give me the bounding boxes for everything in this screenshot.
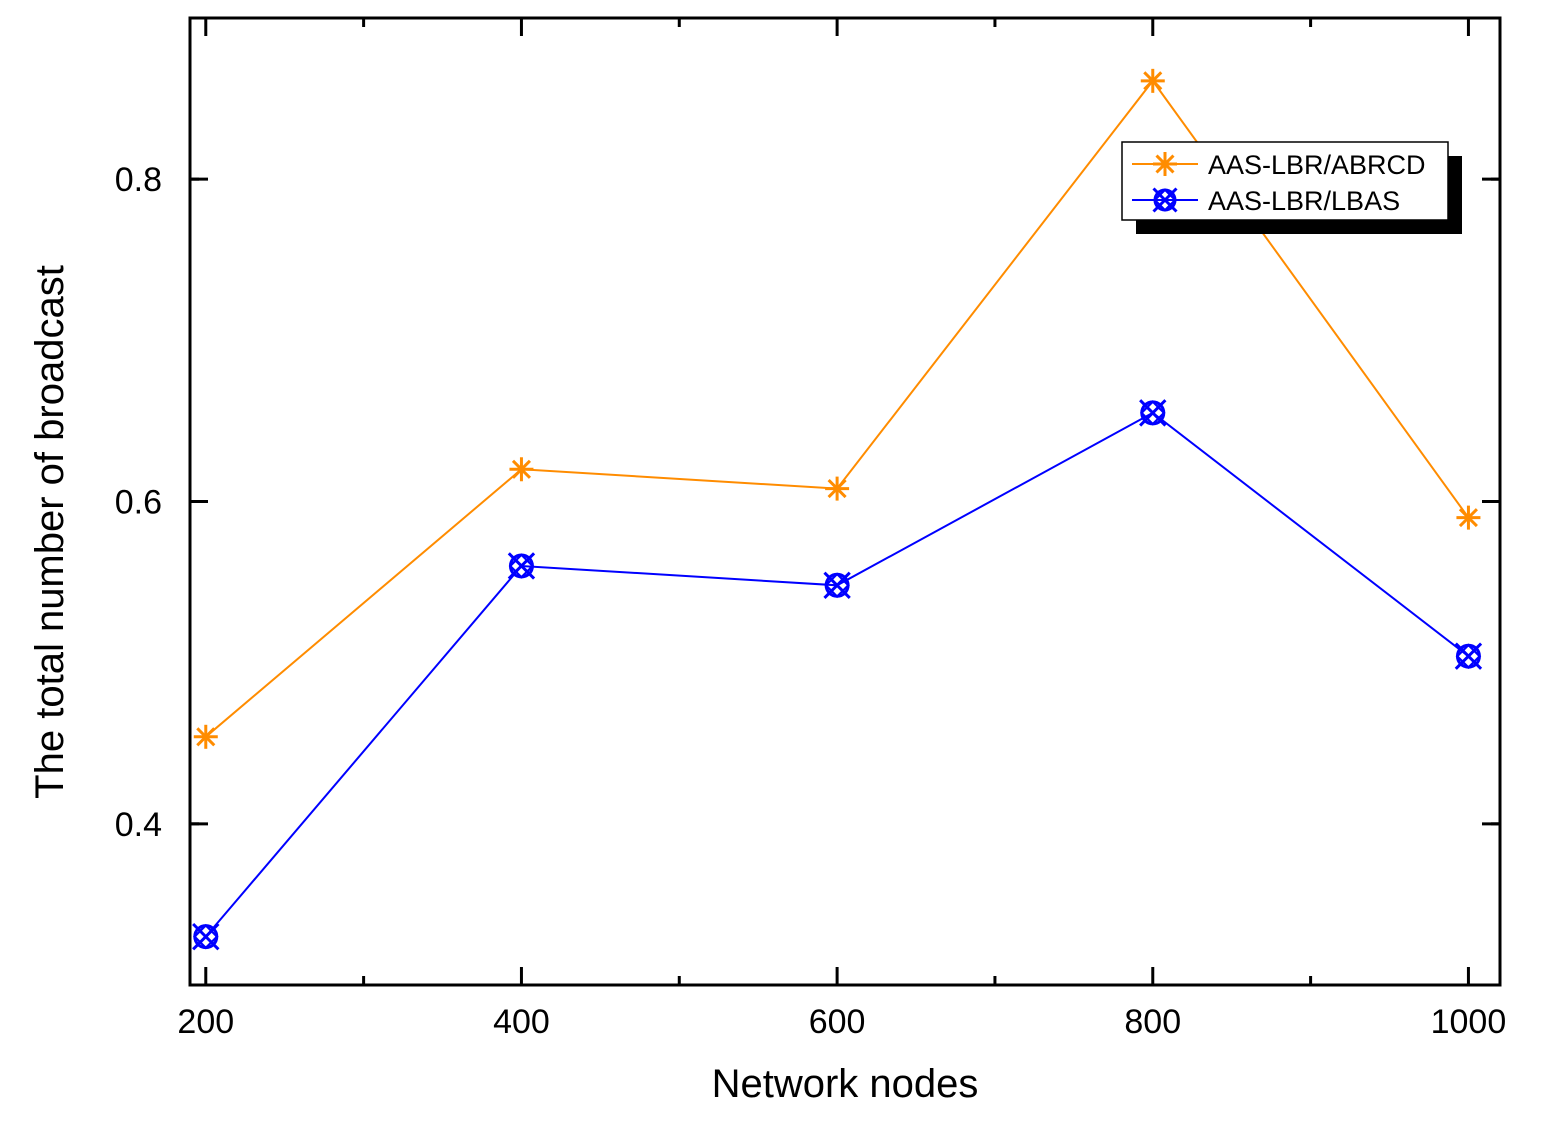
marker-cross bbox=[507, 552, 536, 580]
x-tick-label: 200 bbox=[177, 1003, 234, 1041]
x-tick-label: 400 bbox=[493, 1003, 550, 1041]
data-point bbox=[193, 724, 218, 749]
x-axis-title: Network nodes bbox=[712, 1062, 979, 1106]
y-axis-title: The total number of broadcast bbox=[28, 265, 72, 799]
data-point bbox=[825, 476, 850, 501]
y-tick-label: 0.4 bbox=[115, 806, 162, 844]
x-tick-label: 800 bbox=[1124, 1003, 1181, 1041]
star-stroke bbox=[827, 479, 847, 499]
marker-diamond bbox=[1140, 400, 1166, 426]
data-point bbox=[1139, 399, 1167, 427]
marker-diamond bbox=[1455, 643, 1482, 669]
data-point bbox=[1454, 642, 1483, 670]
legend-item: AAS-LBR/ABRCD bbox=[1132, 150, 1426, 180]
marker-cross bbox=[1139, 399, 1167, 427]
legend: AAS-LBR/ABRCD AAS-LBR/LBAS bbox=[1121, 141, 1462, 234]
marker-diamond bbox=[508, 553, 535, 579]
star-stroke bbox=[196, 727, 216, 747]
star-stroke bbox=[1143, 71, 1163, 91]
marker-cross bbox=[1152, 187, 1178, 213]
data-point bbox=[507, 552, 536, 580]
legend-item: AAS-LBR/LBAS bbox=[1132, 186, 1400, 216]
marker-cross bbox=[1454, 642, 1483, 670]
marker-diamond bbox=[824, 572, 850, 599]
legend-label: AAS-LBR/LBAS bbox=[1208, 186, 1400, 216]
data-point bbox=[192, 922, 220, 951]
y-tick-label: 0.8 bbox=[115, 161, 162, 199]
star-stroke bbox=[1155, 154, 1175, 174]
y-tick-label: 0.6 bbox=[115, 484, 162, 522]
data-point bbox=[509, 457, 534, 482]
legend-box bbox=[1121, 141, 1449, 221]
data-point bbox=[1140, 68, 1165, 93]
data-point bbox=[823, 571, 851, 600]
star-marker bbox=[1153, 152, 1177, 176]
marker-diamond bbox=[193, 923, 219, 950]
marker-cross bbox=[823, 571, 851, 600]
marker-diamond bbox=[1153, 188, 1177, 212]
axes: 200 400 600 800 1000 0.4 0.6 0.8 bbox=[115, 18, 1507, 1041]
data-point bbox=[1456, 505, 1481, 530]
x-tick-label: 600 bbox=[809, 1003, 866, 1041]
star-stroke bbox=[511, 459, 531, 479]
legend-label: AAS-LBR/ABRCD bbox=[1208, 150, 1426, 180]
x-tick-label: 1000 bbox=[1431, 1003, 1507, 1041]
circle-x-marker bbox=[1152, 187, 1178, 213]
marker-cross bbox=[192, 922, 220, 951]
star-stroke bbox=[1458, 508, 1478, 528]
series-2 bbox=[192, 399, 1483, 951]
